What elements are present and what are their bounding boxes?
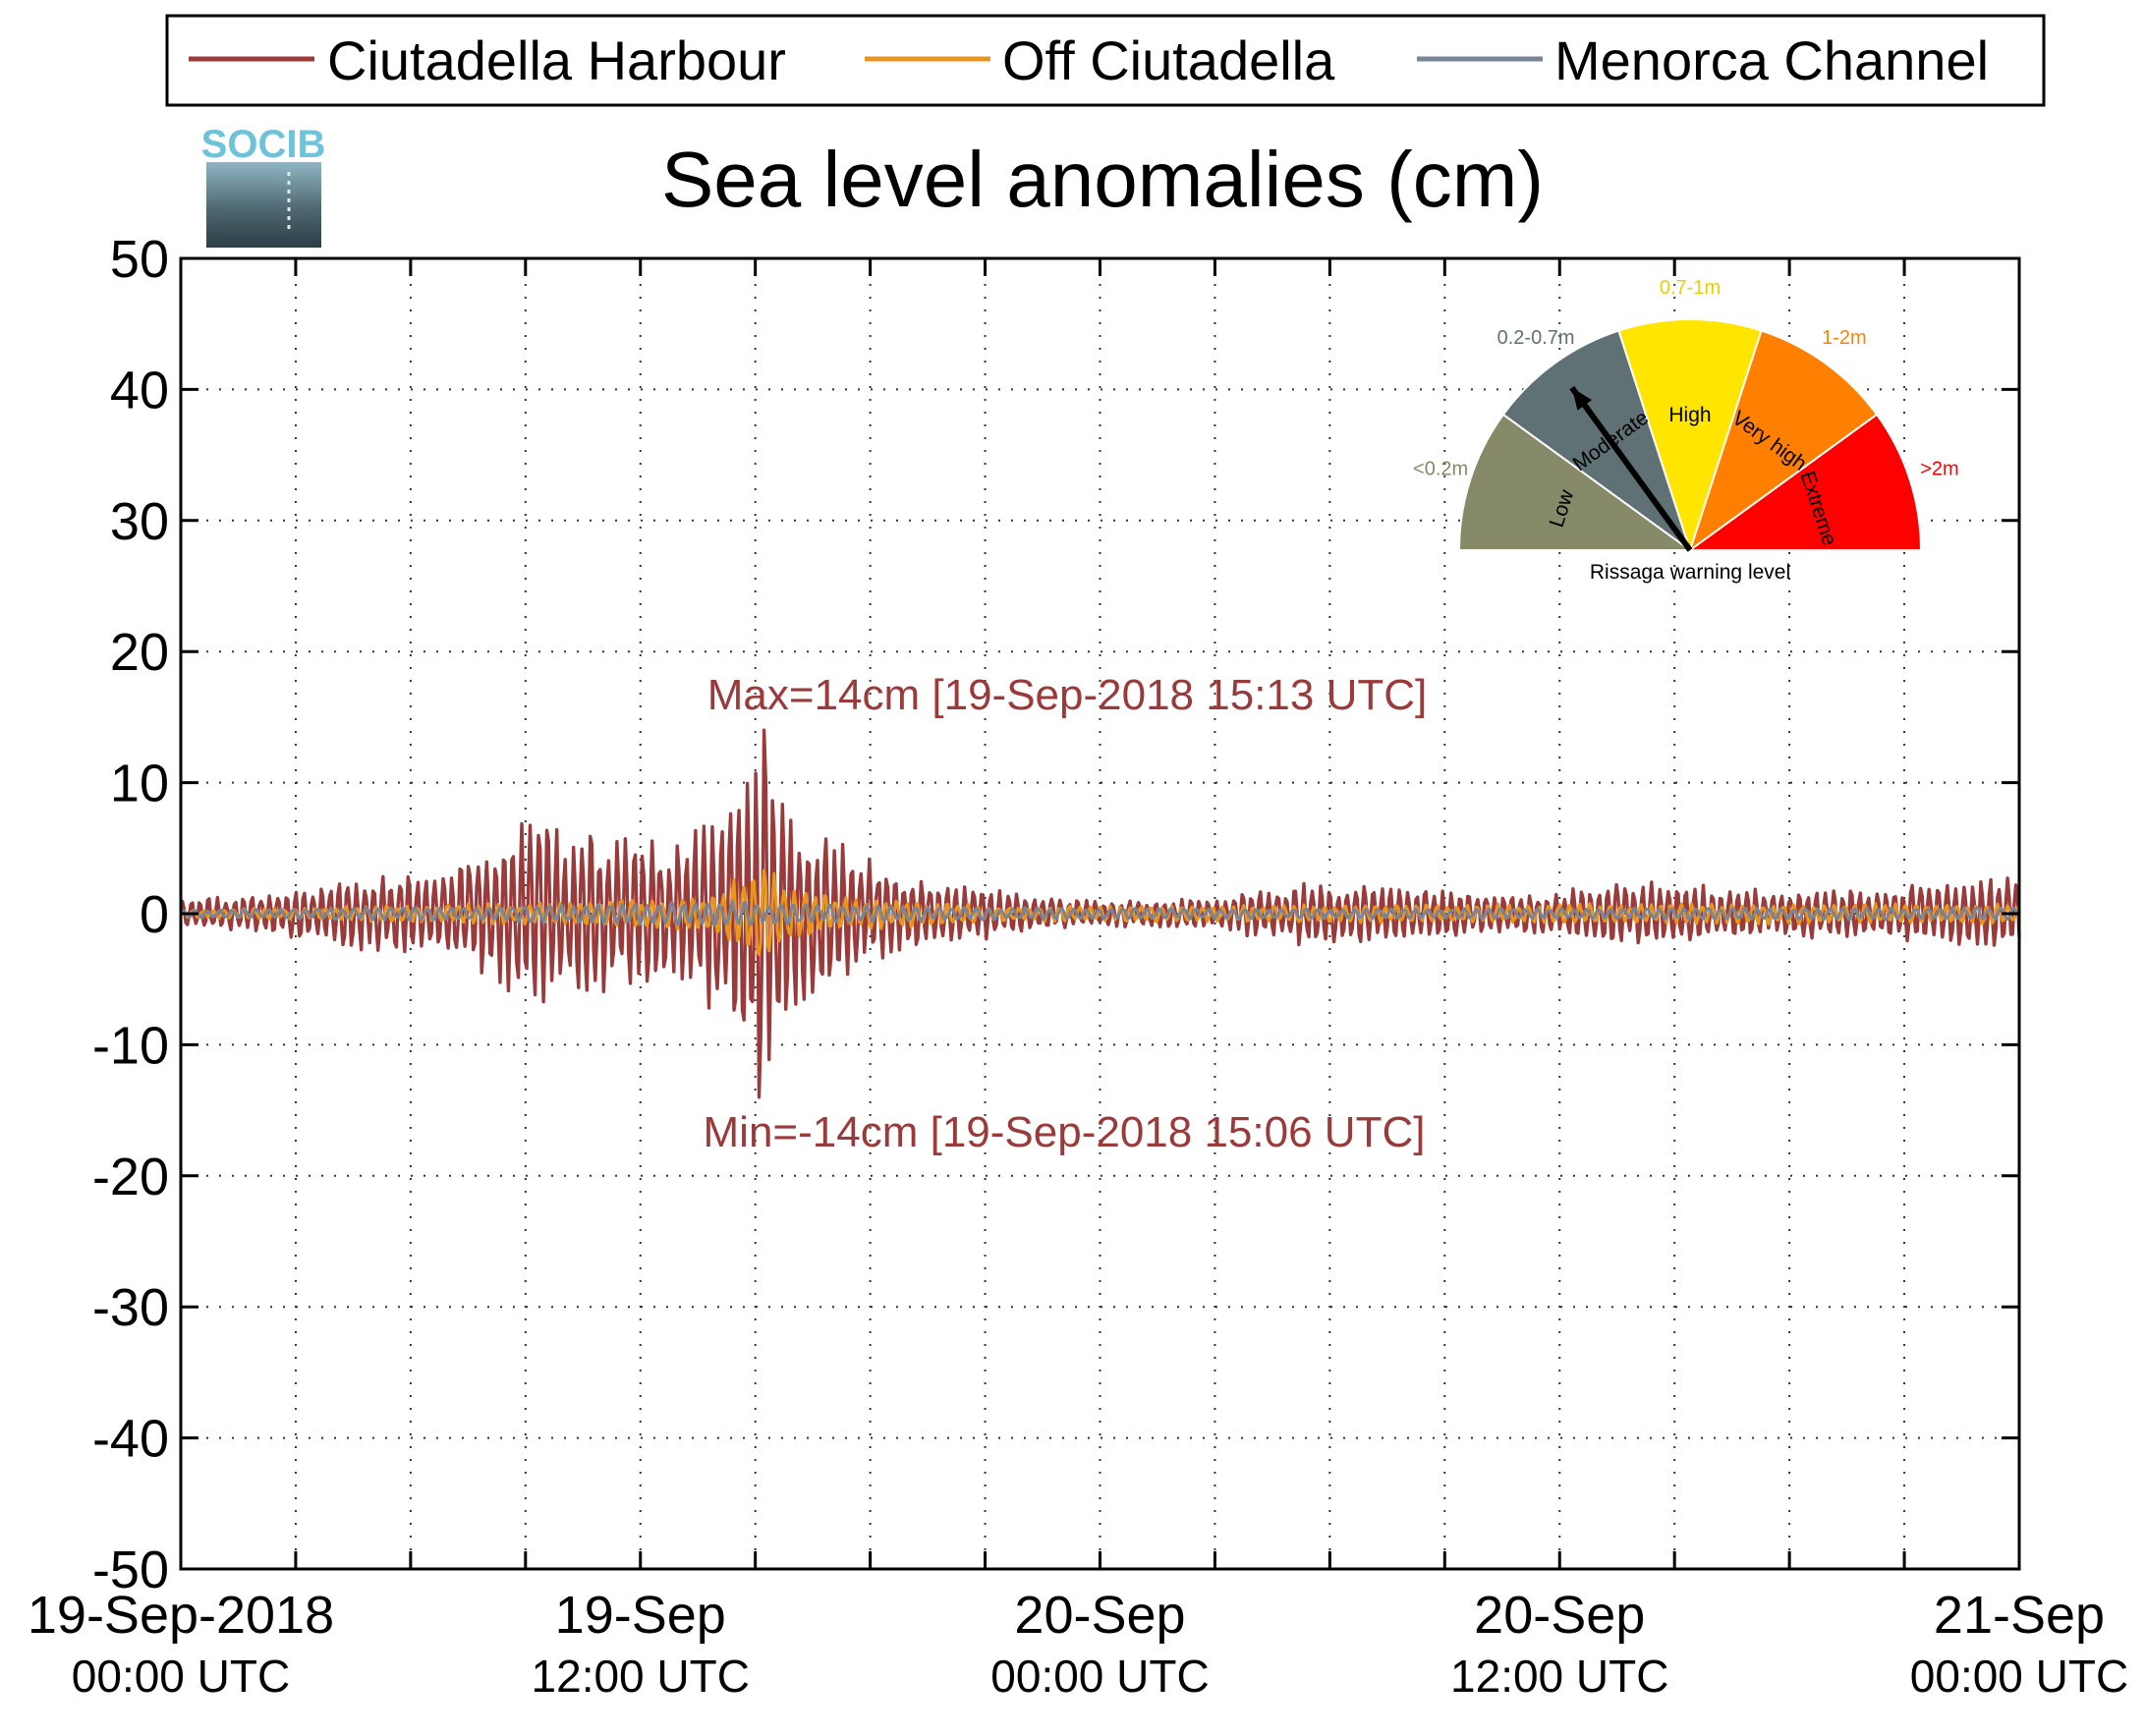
series-line-menorca-channel: [180, 900, 2021, 927]
gauge-pointer-arrow: [1569, 385, 1693, 552]
x-tick-label-time: 00:00 UTC: [990, 1651, 1209, 1702]
series-line-ciutadella-harbour: [179, 728, 2021, 1099]
x-tick-label-time: 12:00 UTC: [532, 1651, 750, 1702]
gauge-pointer-shaft: [1569, 385, 1693, 552]
y-tick-label: 40: [110, 361, 169, 420]
y-tick-label: 30: [110, 492, 169, 551]
chart-title: Sea level anomalies (cm): [661, 136, 1544, 223]
gauge-sector-extreme: [1686, 413, 1923, 551]
x-tick-label-date: 20-Sep: [1474, 1586, 1645, 1645]
x-tick-label-date: 20-Sep: [1014, 1586, 1185, 1645]
gauge-sector-low: [1457, 413, 1694, 551]
y-tick-label: -30: [92, 1278, 169, 1337]
x-tick-label-date: 19-Sep: [555, 1586, 726, 1645]
gauge-range-label: 0.7-1m: [1660, 277, 1721, 299]
logo-block: [206, 162, 321, 248]
y-tick-label: -40: [92, 1410, 169, 1469]
y-tick-label: 50: [110, 230, 169, 289]
gauge-range-label: 0.2-0.7m: [1497, 327, 1575, 349]
x-tick-label-date: 19-Sep-2018: [28, 1586, 334, 1645]
x-axis: 19-Sep-2018 00:00 UTC 19-Sep 12:00 UTC 20-Se…: [28, 1586, 2128, 1702]
x-tick-label-date: 21-Sep: [1934, 1586, 2105, 1645]
gauge-sectors: [1457, 318, 1923, 554]
logo-text: SOCIB: [201, 123, 326, 166]
axis-ticks: [181, 256, 2019, 1571]
legend-label-ciutadella-harbour: Ciutadella Harbour: [327, 29, 786, 91]
legend-box: [165, 14, 2046, 107]
y-tick-label: 20: [110, 623, 169, 682]
y-tick-label: -10: [92, 1016, 169, 1075]
max-annotation: Max=14cm [19-Sep-2018 15:13 UTC]: [707, 671, 1428, 719]
gauge-sector-moderate: [1501, 329, 1692, 553]
series-layer: [179, 728, 2021, 1099]
min-annotation: Min=-14cm [19-Sep-2018 15:06 UTC]: [704, 1108, 1426, 1156]
gauge-range-labels: <0.2m 0.2-0.7m 0.7-1m 1-2m >2m: [1413, 277, 1959, 480]
gauge-pointer-head: [1571, 387, 1592, 411]
legend-label-off-ciutadella: Off Ciutadella: [1002, 29, 1335, 91]
gauge-sector-high: [1617, 318, 1763, 554]
x-tick-label-time: 12:00 UTC: [1450, 1651, 1668, 1702]
gauge-range-label: <0.2m: [1413, 459, 1468, 480]
legend-label-menorca-channel: Menorca Channel: [1554, 29, 1989, 91]
gauge-sector-very-high: [1688, 329, 1879, 553]
legend: Ciutadella Harbour Off Ciutadella Menorc…: [165, 14, 2046, 107]
gauge-level-name: High: [1668, 404, 1711, 426]
x-tick-label-time: 00:00 UTC: [72, 1651, 290, 1702]
y-axis: -50 -40 -30 -20 -10 0 10 20 30 40 50: [92, 230, 169, 1599]
gauge-caption: Rissaga warning level: [1590, 561, 1790, 584]
gauge-range-label: 1-2m: [1822, 327, 1867, 349]
y-tick-label: -50: [92, 1540, 169, 1599]
x-tick-label-time: 00:00 UTC: [1910, 1651, 2128, 1702]
socib-logo: SOCIB: [201, 123, 326, 248]
y-tick-label: -20: [92, 1148, 169, 1206]
y-tick-label: 0: [140, 885, 169, 944]
y-tick-label: 10: [110, 755, 169, 813]
gauge-range-label: >2m: [1920, 459, 1958, 480]
